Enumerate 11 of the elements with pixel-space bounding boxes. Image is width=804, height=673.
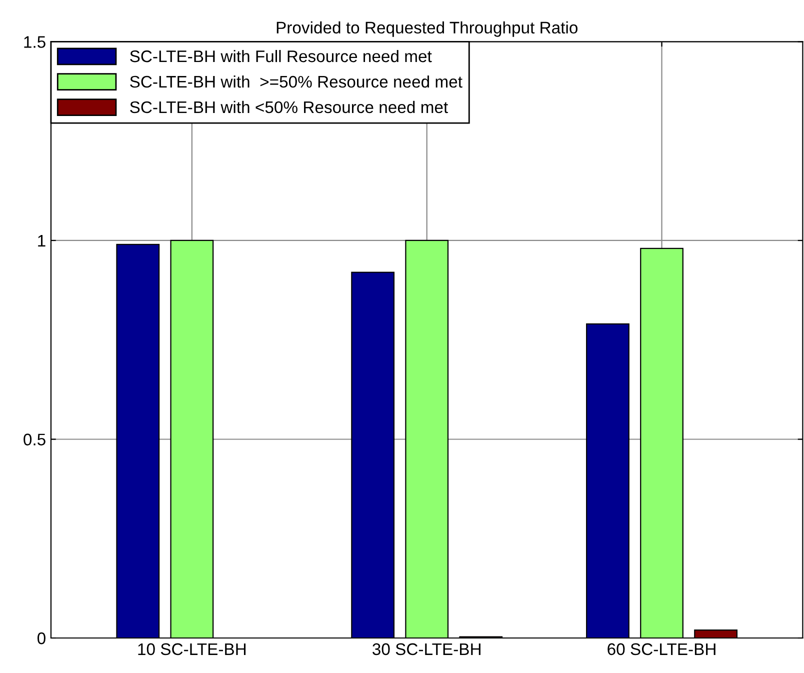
legend-label: SC-LTE-BH with <50% Resource need met: [130, 100, 448, 114]
y-tick-label: 1: [38, 235, 46, 247]
legend-label: SC-LTE-BH with >=50% Resource need met: [130, 75, 462, 88]
x-tick-label: 60 SC-LTE-BH: [608, 643, 716, 656]
y-tick-label: 0: [37, 632, 46, 644]
x-tick-label: 10 SC-LTE-BH: [138, 643, 246, 656]
y-tick-label: 0.5: [24, 434, 46, 446]
y-tick-label: 1.5: [24, 36, 46, 48]
legend-label: SC-LTE-BH with Full Resource need met: [130, 50, 432, 62]
x-tick-label: 30 SC-LTE-BH: [372, 643, 480, 656]
chart-title: Provided to Requested Throughput Ratio: [276, 21, 578, 37]
